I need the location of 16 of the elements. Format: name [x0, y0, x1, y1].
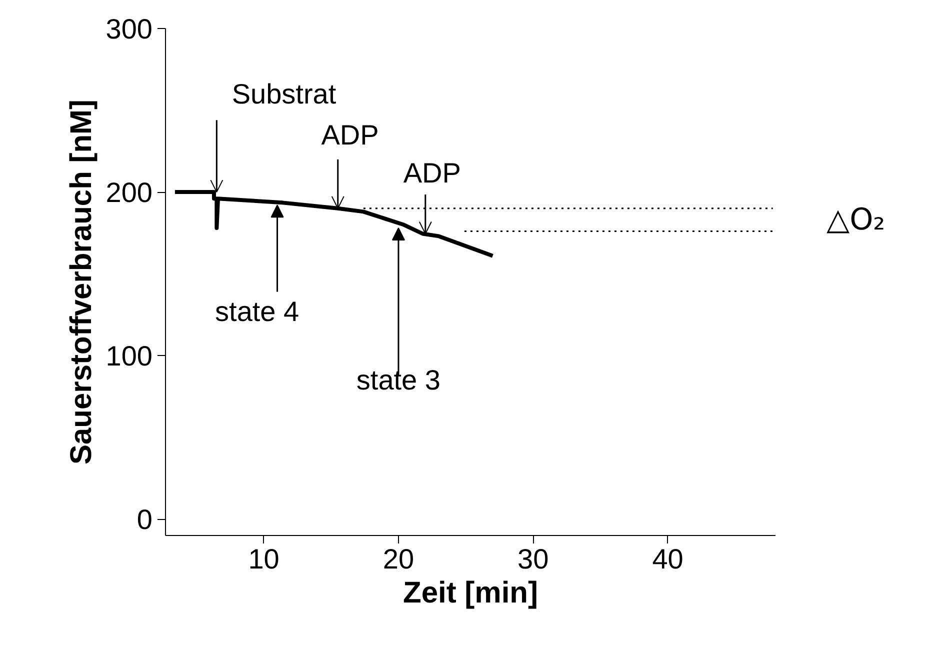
x-tick-label: 10	[248, 544, 280, 574]
annotation: state 4	[215, 296, 300, 327]
y-tick-label: 300	[106, 14, 152, 44]
annotation: ADP	[321, 119, 379, 150]
x-tick-label: 40	[652, 544, 684, 574]
y-tick-label: 100	[106, 340, 152, 372]
annotation: Substrat	[232, 78, 336, 110]
annotation: state 3	[356, 364, 440, 396]
annotation: ADP	[403, 158, 461, 189]
x-tick-label: 20	[382, 544, 414, 574]
y-axis-title: Sauerstoffverbrauch [nM]	[64, 99, 98, 465]
x-axis-title: Zeit [min]	[403, 576, 538, 610]
text: △O₂	[826, 202, 886, 238]
y-tick-label: 0	[136, 504, 153, 536]
x-tick-label: 30	[518, 544, 549, 574]
y-tick-label: 200	[106, 177, 152, 208]
